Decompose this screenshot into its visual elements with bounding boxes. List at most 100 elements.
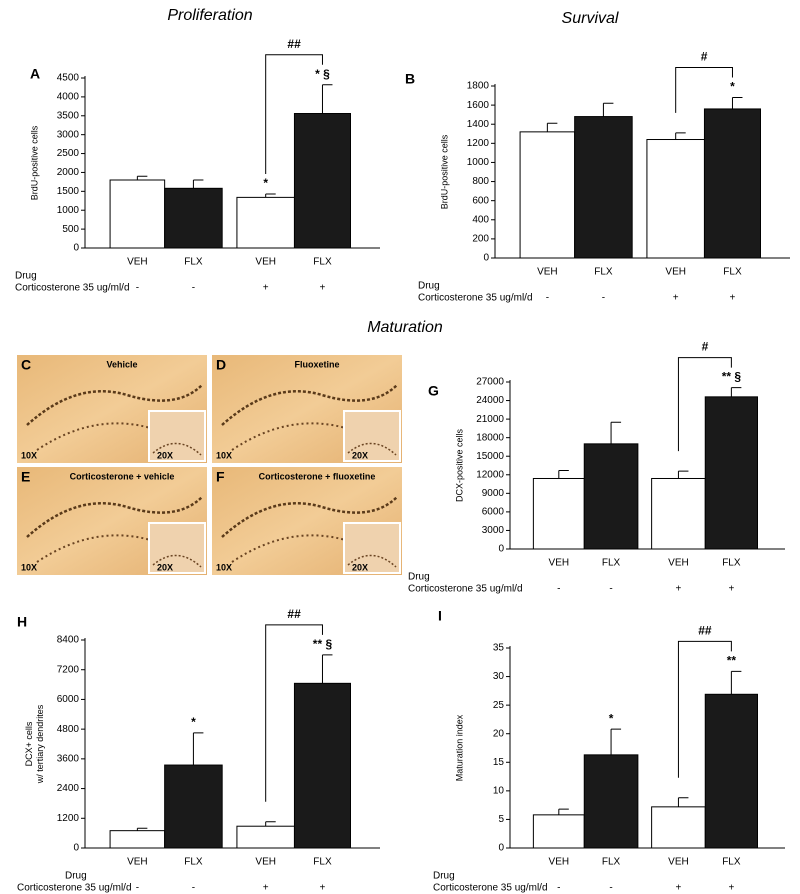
bar [236, 825, 295, 849]
bar [236, 196, 295, 249]
x-tick-label: VEH [668, 857, 689, 868]
error-bar [730, 670, 742, 695]
axes [494, 84, 790, 259]
row-label: Corticosterone 35 ug/ml/d [408, 584, 523, 595]
x-tick-label: FLX [602, 857, 621, 868]
error-bar [558, 469, 569, 479]
x-tick-label: VEH [537, 267, 558, 278]
x-tick-label: FLX [313, 857, 332, 868]
x-tick-label: VEH [549, 857, 570, 868]
bar [703, 108, 762, 259]
y-tick-label: 0 [498, 843, 504, 854]
y-tick-label: 1500 [57, 186, 80, 197]
y-axis-label: BrdU-positive cells [29, 125, 39, 200]
magnification: 10X [216, 562, 232, 572]
error-bar [136, 827, 148, 831]
bar [109, 830, 166, 849]
y-tick-label: 35 [493, 643, 505, 654]
cell-layer [26, 384, 203, 426]
micrograph-title: Vehicle [106, 359, 137, 369]
row-label: Corticosterone 35 ug/ml/d [15, 283, 130, 294]
bracket [265, 624, 323, 802]
error-bar [602, 102, 614, 117]
y-tick-label: 6000 [482, 507, 505, 518]
y-tick-label: 200 [472, 234, 489, 245]
cell-layer [221, 384, 398, 426]
y-tick-label: 10 [493, 785, 505, 796]
magnification: 10X [21, 562, 37, 572]
corticosterone-label: - [136, 883, 139, 894]
y-tick-label: 1400 [467, 119, 490, 130]
panel-letter: C [21, 357, 31, 373]
corticosterone-label: + [263, 883, 269, 894]
bar [651, 806, 706, 849]
corticosterone-label: + [676, 883, 682, 894]
cell-layer [231, 534, 353, 563]
corticosterone-label: + [320, 883, 326, 894]
magnification: 20X [157, 450, 173, 460]
bar [574, 116, 633, 259]
y-tick-label: 1000 [57, 205, 80, 216]
row-label: Drug [418, 281, 440, 292]
bracket-label: ## [698, 624, 712, 638]
y-tick-label: 400 [472, 214, 489, 225]
row-label: Corticosterone 35 ug/ml/d [17, 883, 132, 894]
bracket [675, 66, 733, 113]
row-label: Corticosterone 35 ug/ml/d [433, 883, 548, 894]
bar [293, 682, 352, 849]
y-tick-label: 1800 [467, 81, 490, 92]
significance-label: * [609, 711, 614, 725]
error-bar [610, 421, 622, 444]
corticosterone-label: + [263, 283, 269, 294]
bar [293, 113, 352, 249]
bar [532, 477, 585, 550]
y-tick-label: 0 [498, 544, 504, 555]
bar [583, 443, 639, 550]
panel-letter: A [30, 66, 40, 82]
bar [651, 477, 706, 550]
x-tick-label: FLX [602, 558, 621, 569]
row-label: Corticosterone 35 ug/ml/d [418, 293, 533, 304]
y-tick-label: 21000 [476, 414, 504, 425]
y-tick-label: 3600 [57, 753, 80, 764]
y-tick-label: 6000 [57, 694, 80, 705]
corticosterone-label: + [320, 283, 326, 294]
corticosterone-label: - [557, 883, 560, 894]
bar [704, 396, 758, 550]
corticosterone-label: - [609, 883, 612, 894]
x-tick-label: FLX [313, 257, 332, 268]
y-tick-label: 2000 [57, 167, 80, 178]
y-tick-label: 30 [493, 671, 505, 682]
significance-label: * § [315, 67, 330, 81]
y-tick-label: 1000 [467, 157, 490, 168]
error-bar [677, 797, 689, 807]
y-tick-label: 800 [472, 176, 489, 187]
y-tick-label: 2400 [57, 783, 80, 794]
panel-letter: E [21, 469, 30, 485]
y-tick-label: 500 [62, 224, 79, 235]
cell-layer [221, 496, 398, 538]
row-label: Drug [15, 271, 37, 282]
inset [343, 522, 401, 574]
bracket-label: # [702, 340, 709, 354]
corticosterone-label: - [192, 283, 195, 294]
x-tick-label: VEH [127, 257, 148, 268]
x-tick-label: VEH [665, 267, 686, 278]
error-bar [558, 808, 569, 815]
significance-label: ** [727, 654, 737, 668]
bar [519, 131, 576, 259]
y-axis-label: DCX+ cells [24, 721, 34, 766]
y-tick-label: 0 [73, 243, 79, 254]
y-tick-label: 18000 [476, 432, 504, 443]
corticosterone-label: - [192, 883, 195, 894]
panel-letter: I [438, 608, 442, 624]
error-bar [675, 132, 686, 140]
axes [509, 646, 785, 849]
error-bar [192, 732, 204, 766]
error-bar [730, 387, 742, 397]
y-tick-label: 2500 [57, 148, 80, 159]
corticosterone-label: + [728, 883, 734, 894]
corticosterone-label: - [557, 584, 560, 595]
inset-cells [347, 442, 397, 456]
